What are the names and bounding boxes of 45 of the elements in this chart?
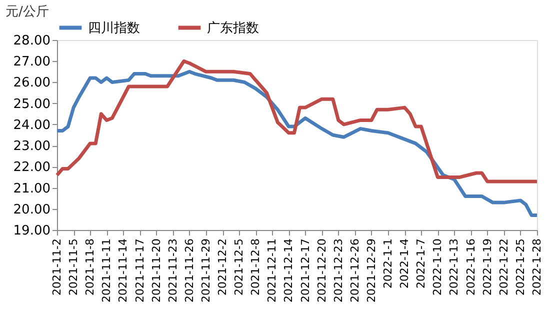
- x-tick-label: 2021-11-14: [116, 238, 130, 302]
- x-tick-label: 2022-1-1: [382, 238, 395, 288]
- x-tick-label: 2021-11-23: [166, 238, 180, 302]
- line-series: [55, 59, 539, 184]
- x-tick-label: 2022-1-4: [398, 238, 412, 288]
- y-tick-label: 22.00: [13, 160, 50, 176]
- x-tick-label: 2021-12-20: [315, 238, 328, 302]
- legend-label: 四川指数: [88, 20, 140, 36]
- y-tick-label: 19.00: [13, 224, 50, 238]
- x-tick-label: 2021-11-11: [100, 238, 114, 302]
- y-tick-label: 25.00: [13, 96, 50, 112]
- x-tick-label: 2021-11-29: [199, 238, 212, 302]
- x-tick-label: 2022-1-25: [514, 238, 527, 296]
- x-tick-label: 2021-12-11: [266, 238, 279, 302]
- x-tick-label: 2021-11-20: [150, 238, 163, 302]
- x-tick-label: 2022-1-7: [414, 238, 428, 288]
- x-tick-label: 2021-12-2: [216, 238, 230, 296]
- x-tick-label: 2021-11-2: [50, 238, 64, 296]
- y-tick-label: 26.00: [13, 76, 50, 91]
- x-tick-label: 2021-12-29: [364, 238, 378, 302]
- y-tick-label: 20.00: [13, 202, 50, 218]
- x-tick-label: 2021-12-26: [348, 238, 362, 302]
- x-tick-label: 2022-1-19: [480, 238, 494, 296]
- x-tick-label: 2021-11-26: [182, 238, 196, 302]
- x-tick-label: 2021-12-5: [232, 238, 246, 296]
- y-axis-title: 元/公斤: [6, 4, 49, 20]
- y-tick-label: 24.00: [13, 118, 50, 133]
- x-tick-label: 2021-11-5: [67, 238, 80, 296]
- x-tick-label: 2021-11-8: [84, 238, 97, 296]
- y-tick-label: 28.00: [13, 34, 50, 48]
- x-tick-label: 2021-12-23: [332, 238, 345, 302]
- x-tick-label: 2021-12-17: [298, 238, 312, 302]
- line-series: [55, 70, 539, 217]
- x-tick-label: 2021-11-17: [133, 238, 146, 302]
- x-tick-label: 2021-12-14: [282, 238, 296, 302]
- x-tick-label: 2022-1-16: [464, 238, 478, 296]
- x-tick-label: 2021-12-8: [249, 238, 262, 296]
- y-tick-label: 27.00: [13, 54, 50, 70]
- y-tick-label: 23.00: [13, 139, 50, 154]
- x-tick-label: 2022-1-22: [497, 238, 510, 296]
- y-tick-label: 21.00: [13, 181, 50, 196]
- legend-label: 广东指数: [207, 20, 259, 36]
- x-tick-label: 2022-1-13: [448, 238, 461, 296]
- x-tick-label: 2022-1-28: [530, 238, 544, 296]
- x-tick-label: 2022-1-10: [431, 238, 444, 296]
